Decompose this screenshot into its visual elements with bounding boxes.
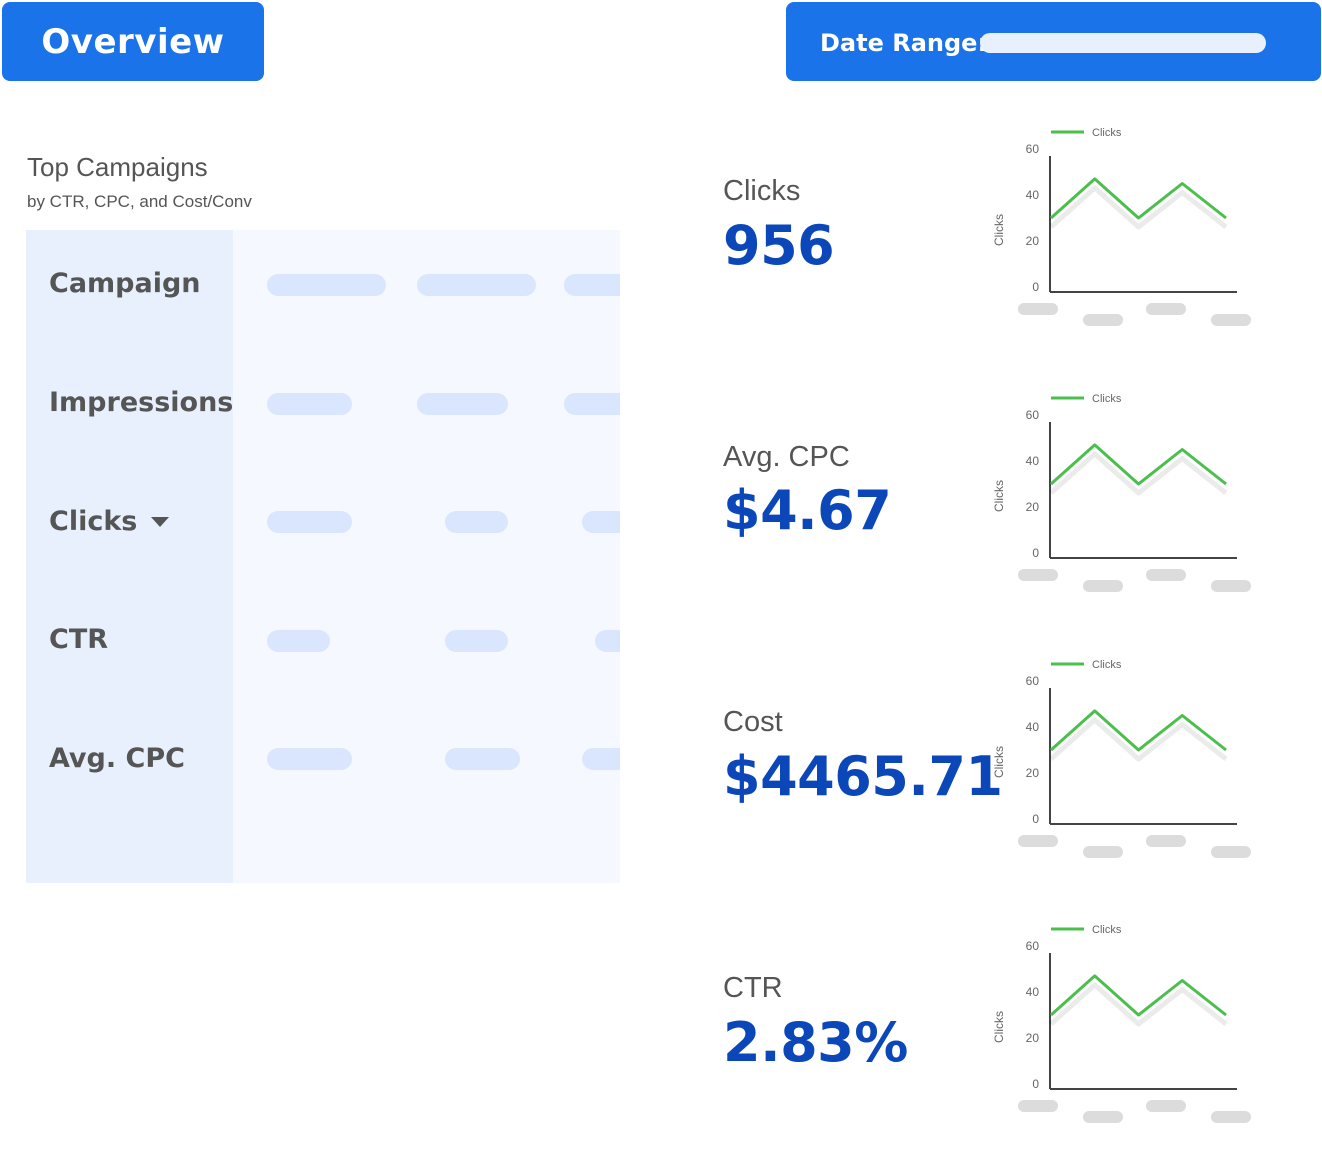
x-tick-placeholder <box>1083 1111 1123 1123</box>
y-tick-label: 60 <box>1026 939 1040 953</box>
top-campaigns-subtitle: by CTR, CPC, and Cost/Conv <box>27 192 252 211</box>
y-tick-label: 0 <box>1032 812 1039 826</box>
column-header-impressions[interactable]: Impressions <box>49 387 233 418</box>
y-tick-label: 40 <box>1026 454 1040 468</box>
column-header-label: Campaign <box>49 268 201 299</box>
column-header-ctr[interactable]: CTR <box>49 624 108 655</box>
x-tick-placeholder <box>1018 835 1058 847</box>
column-header-label: Avg. CPC <box>49 743 185 774</box>
column-header-label: CTR <box>49 624 109 655</box>
avg-cpc-chart: Clicks Clicks 0 20 40 60 <box>992 393 1251 592</box>
series-line-clicks <box>1050 177 1227 220</box>
legend-label: Clicks <box>1092 127 1122 139</box>
placeholder-cell <box>267 511 352 533</box>
date-range-bar: Date Range: <box>786 2 1321 81</box>
date-range-label: Date Range: <box>820 29 988 57</box>
metric-label-ctr: CTR <box>723 972 783 1004</box>
sort-caret-icon[interactable] <box>151 516 170 527</box>
y-axis-label: Clicks <box>992 480 1006 512</box>
metric-value-ctr: 2.83% <box>723 1011 908 1074</box>
y-tick-label: 40 <box>1026 720 1040 734</box>
placeholder-cell <box>595 630 620 652</box>
column-header-label: Clicks <box>49 506 138 537</box>
y-axis-label: Clicks <box>992 214 1006 246</box>
x-tick-placeholder <box>1018 303 1058 315</box>
y-tick-label: 0 <box>1032 546 1039 560</box>
y-tick-label: 20 <box>1026 234 1040 248</box>
y-tick-label: 60 <box>1026 142 1040 156</box>
placeholder-cell <box>267 630 330 652</box>
x-tick-placeholder <box>1018 569 1058 581</box>
metric-label-avg-cpc: Avg. CPC <box>723 441 850 473</box>
column-header-label: Impressions <box>49 387 234 418</box>
x-tick-placeholder <box>1146 835 1186 847</box>
x-tick-placeholder <box>1083 846 1123 858</box>
series-line-shadow <box>1049 982 1228 1027</box>
legend-label: Clicks <box>1092 659 1122 671</box>
column-header-clicks[interactable]: Clicks <box>49 506 170 537</box>
series-line-shadow <box>1049 717 1228 762</box>
placeholder-cell <box>582 511 620 533</box>
placeholder-cell <box>417 274 536 296</box>
y-tick-label: 40 <box>1026 985 1040 999</box>
x-tick-placeholder <box>1146 303 1186 315</box>
y-tick-label: 0 <box>1032 1077 1039 1091</box>
legend-label: Clicks <box>1092 924 1122 936</box>
legend-label: Clicks <box>1092 393 1122 405</box>
placeholder-cell <box>582 748 620 770</box>
campaigns-table: Campaign Impressions Clicks CTR Avg. CPC <box>26 230 620 883</box>
y-tick-label: 20 <box>1026 500 1040 514</box>
metric-value-clicks: 956 <box>723 214 835 277</box>
y-tick-label: 60 <box>1026 408 1040 422</box>
x-tick-placeholder <box>1211 846 1251 858</box>
x-tick-placeholder <box>1083 314 1123 326</box>
top-campaigns-title: Top Campaigns <box>27 152 208 182</box>
y-tick-label: 0 <box>1032 280 1039 294</box>
y-tick-label: 60 <box>1026 674 1040 688</box>
x-tick-placeholder <box>1146 569 1186 581</box>
y-tick-label: 20 <box>1026 1031 1040 1045</box>
placeholder-cell <box>267 748 352 770</box>
column-header-avg-cpc[interactable]: Avg. CPC <box>49 743 185 774</box>
y-tick-label: 20 <box>1026 766 1040 780</box>
y-axis-label: Clicks <box>992 746 1006 778</box>
overview-button[interactable]: Overview <box>2 2 264 81</box>
placeholder-cell <box>564 393 620 415</box>
placeholder-cell <box>445 748 520 770</box>
metric-value-cost: $4465.71 <box>723 745 1003 808</box>
x-tick-placeholder <box>1146 1100 1186 1112</box>
series-line-clicks <box>1050 709 1227 752</box>
y-tick-label: 40 <box>1026 188 1040 202</box>
table-header-column <box>26 230 233 883</box>
placeholder-cell <box>417 393 508 415</box>
placeholder-cell <box>267 274 386 296</box>
x-tick-placeholder <box>1211 580 1251 592</box>
clicks-chart: Clicks Clicks 0 20 40 60 <box>992 127 1251 326</box>
ctr-chart: Clicks Clicks 0 20 40 60 <box>992 924 1251 1123</box>
date-range-input[interactable] <box>980 33 1266 53</box>
series-line-shadow <box>1049 185 1228 230</box>
placeholder-cell <box>267 393 352 415</box>
metric-value-avg-cpc: $4.67 <box>723 479 892 542</box>
series-line-shadow <box>1049 451 1228 496</box>
series-line-clicks <box>1050 974 1227 1017</box>
x-tick-placeholder <box>1211 1111 1251 1123</box>
metric-label-cost: Cost <box>723 706 783 738</box>
x-tick-placeholder <box>1211 314 1251 326</box>
x-tick-placeholder <box>1018 1100 1058 1112</box>
y-axis-label: Clicks <box>992 1011 1006 1043</box>
placeholder-cell <box>445 630 508 652</box>
placeholder-cell <box>445 511 508 533</box>
x-tick-placeholder <box>1083 580 1123 592</box>
cost-chart: Clicks Clicks 0 20 40 60 <box>992 659 1251 858</box>
placeholder-cell <box>564 274 620 296</box>
metric-label-clicks: Clicks <box>723 175 801 207</box>
column-header-campaign[interactable]: Campaign <box>49 268 201 299</box>
series-line-clicks <box>1050 443 1227 486</box>
